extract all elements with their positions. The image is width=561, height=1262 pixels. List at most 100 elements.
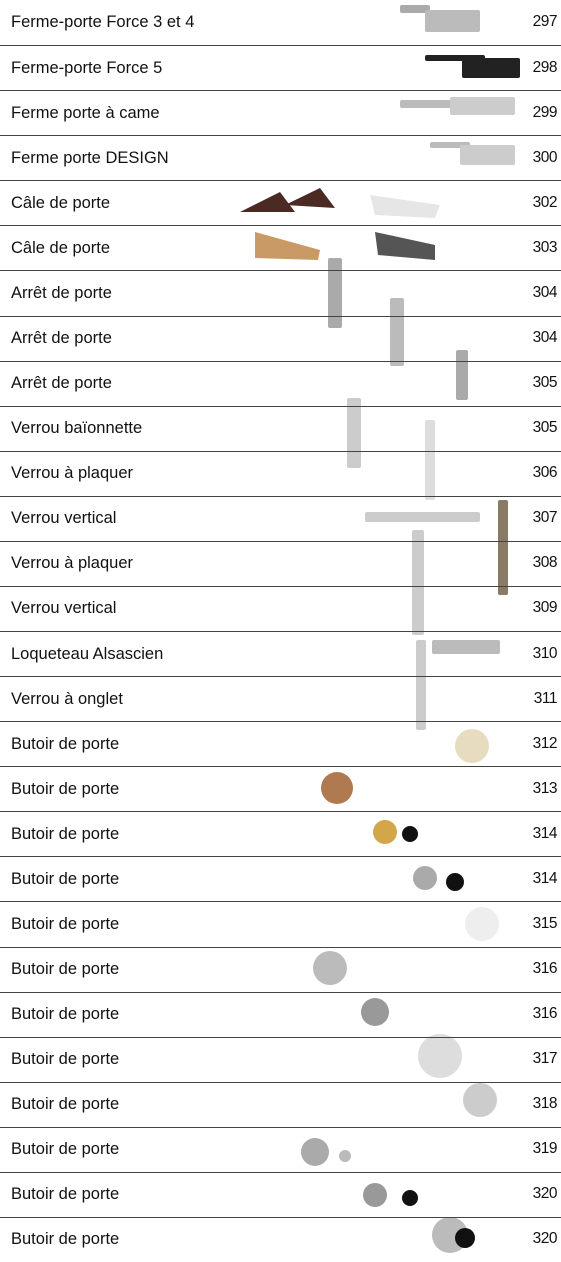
item-label: Ferme-porte Force 3 et 4 xyxy=(11,12,195,31)
page-number: 309 xyxy=(532,599,558,617)
index-row: Câle de porte 302 xyxy=(0,180,561,225)
index-row: Butoir de porte 316 xyxy=(0,946,561,992)
product-image xyxy=(347,398,361,468)
index-row: Ferme-porte Force 3 et 4 297 xyxy=(0,0,561,45)
item-label: Verrou à onglet xyxy=(11,689,123,708)
item-label: Arrêt de porte xyxy=(11,283,112,302)
product-image xyxy=(446,873,464,891)
index-row: Arrêt de porte 304 xyxy=(0,315,561,361)
product-image xyxy=(465,907,499,941)
product-image xyxy=(361,998,389,1026)
item-label: Butoir de porte xyxy=(11,1050,120,1069)
item-label: Butoir de porte xyxy=(11,1140,120,1159)
product-image xyxy=(425,420,435,500)
product-image xyxy=(425,10,480,32)
product-image xyxy=(418,1034,462,1078)
page-number: 307 xyxy=(532,509,558,527)
page-number: 318 xyxy=(532,1095,558,1113)
index-row: Ferme porte DESIGN 300 xyxy=(0,135,561,180)
page-number: 298 xyxy=(532,58,558,76)
index-row: Butoir de porte 315 xyxy=(0,901,561,946)
item-label: Butoir de porte xyxy=(11,1005,120,1024)
page-number: 300 xyxy=(532,148,558,166)
product-image xyxy=(255,232,320,260)
product-image xyxy=(463,1083,497,1117)
product-image xyxy=(339,1150,351,1162)
page-number: 316 xyxy=(532,960,558,978)
item-label: Verrou vertical xyxy=(11,509,117,528)
product-image xyxy=(455,1228,475,1248)
page-number: 314 xyxy=(532,824,558,842)
product-image xyxy=(321,772,353,804)
index-row: Loqueteau Alsascien 310 xyxy=(0,631,561,676)
index-row: Butoir de porte 316 xyxy=(0,991,561,1037)
page-number: 320 xyxy=(532,1185,558,1203)
item-label: Câle de porte xyxy=(11,193,111,212)
page-number: 304 xyxy=(532,329,558,347)
item-label: Verrou à plaquer xyxy=(11,464,134,483)
product-image xyxy=(498,500,508,595)
page-number: 308 xyxy=(532,554,558,572)
page-number: 306 xyxy=(532,464,558,482)
index-row: Butoir de porte 314 xyxy=(0,856,561,901)
product-image xyxy=(313,951,347,985)
product-image xyxy=(240,192,295,212)
item-label: Arrêt de porte xyxy=(11,329,112,348)
item-label: Ferme-porte Force 5 xyxy=(11,58,163,77)
product-image xyxy=(456,350,468,400)
page-number: 304 xyxy=(532,283,558,301)
product-image xyxy=(328,258,342,328)
product-image xyxy=(460,145,515,165)
item-label: Butoir de porte xyxy=(11,779,120,798)
item-label: Butoir de porte xyxy=(11,869,120,888)
item-label: Butoir de porte xyxy=(11,734,120,753)
item-label: Butoir de porte xyxy=(11,960,120,979)
product-image xyxy=(430,142,470,148)
index-row: Butoir de porte 312 xyxy=(0,721,561,766)
page-number: 302 xyxy=(532,193,558,211)
page-number: 305 xyxy=(532,374,558,392)
index-row: Verrou vertical 309 xyxy=(0,585,561,631)
index-row: Butoir de porte 313 xyxy=(0,766,561,811)
index-row: Verrou à onglet 311 xyxy=(0,676,561,721)
product-image xyxy=(432,640,500,654)
page-number: 303 xyxy=(532,238,558,256)
index-row: Ferme porte à came 299 xyxy=(0,90,561,135)
page-number: 312 xyxy=(532,734,558,752)
item-label: Verrou vertical xyxy=(11,599,117,618)
page-number: 320 xyxy=(532,1230,558,1248)
page-number: 297 xyxy=(532,12,558,30)
index-row: Ferme-porte Force 5 298 xyxy=(0,45,561,90)
product-image xyxy=(301,1138,329,1166)
product-image xyxy=(373,820,397,844)
product-image xyxy=(285,188,335,208)
index-row: Verrou vertical 307 xyxy=(0,495,561,541)
product-image xyxy=(390,298,404,366)
product-image xyxy=(375,232,435,260)
product-image xyxy=(363,1183,387,1207)
product-image xyxy=(365,512,480,522)
page-number: 305 xyxy=(532,419,558,437)
index-row: Arrêt de porte 304 xyxy=(0,270,561,315)
product-image xyxy=(370,195,440,218)
product-image xyxy=(400,5,430,13)
index-row: Butoir de porte 320 xyxy=(0,1171,561,1217)
page-number: 317 xyxy=(532,1050,558,1068)
item-label: Butoir de porte xyxy=(11,1095,120,1114)
index-row: Arrêt de porte 305 xyxy=(0,360,561,406)
index-row: Verrou à plaquer 308 xyxy=(0,540,561,586)
product-image xyxy=(400,100,460,108)
page-number: 315 xyxy=(532,914,558,932)
page-number: 299 xyxy=(532,103,558,121)
page-number: 310 xyxy=(532,644,558,662)
page-number: 311 xyxy=(533,689,558,707)
item-label: Butoir de porte xyxy=(11,1185,120,1204)
index-row: Butoir de porte 320 xyxy=(0,1216,561,1262)
index-row: Butoir de porte 317 xyxy=(0,1036,561,1082)
index-row: Butoir de porte 314 xyxy=(0,811,561,856)
item-label: Verrou baïonnette xyxy=(11,419,143,438)
item-label: Butoir de porte xyxy=(11,914,120,933)
item-label: Câle de porte xyxy=(11,238,111,257)
item-label: Butoir de porte xyxy=(11,824,120,843)
